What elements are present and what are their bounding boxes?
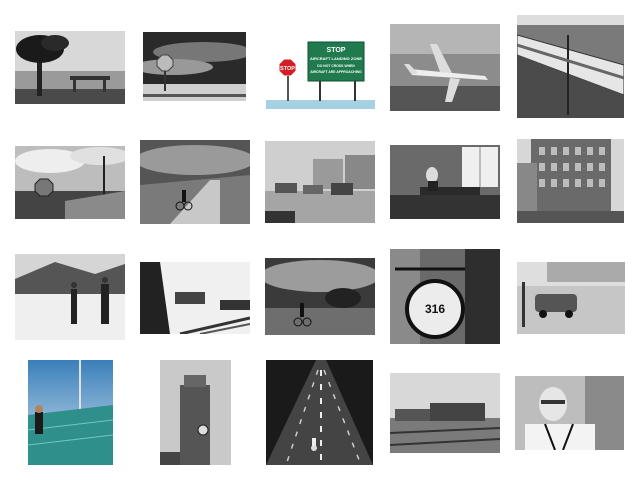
photo-cyclist-night-road[interactable] [266, 360, 373, 465]
aircraft-sign-line1: STOP [327, 47, 346, 54]
aircraft-sign-line3: DO NOT CROSS WHEN [317, 64, 355, 68]
photo-city-building-image [517, 139, 624, 223]
photo-stop-sign-roadside-image [15, 146, 125, 219]
photo-cyclist-wet-road-image [265, 258, 375, 335]
photo-cyclist-dirt-road[interactable] [140, 140, 250, 224]
photo-aircraft-landing-zone-sign[interactable]: STOP STOP AIRCRAFT LANDING ZONE DO NOT C… [266, 40, 375, 109]
photo-vintage-car-image [517, 262, 625, 334]
photo-church-tower[interactable] [160, 360, 231, 465]
aircraft-sign-line2: AIRCRAFT LANDING ZONE [310, 56, 362, 61]
photo-vintage-car-corner[interactable] [517, 262, 625, 334]
clock-face-numeral: 316 [425, 302, 445, 316]
photo-office-desk-image [390, 145, 500, 219]
photo-church-tower-image [160, 360, 231, 465]
photo-hanging-clock-image: 316 [390, 249, 500, 344]
photo-office-desk[interactable] [390, 145, 500, 219]
photo-train-field-image [517, 15, 624, 118]
photo-airplane-aerial[interactable] [390, 24, 500, 111]
photo-hanging-clock[interactable]: 316 [390, 249, 500, 344]
photo-elderly-man[interactable] [515, 376, 624, 450]
photo-cyclist-wet-road[interactable] [265, 258, 375, 335]
photo-stop-sign-cloudy[interactable] [143, 32, 246, 101]
photo-cyclist-night-image [266, 360, 373, 465]
photo-steam-train[interactable] [140, 262, 250, 334]
photo-stop-sign-roadside[interactable] [15, 146, 125, 219]
photo-aircraft-sign-image: STOP STOP AIRCRAFT LANDING ZONE DO NOT C… [266, 40, 375, 109]
photo-train-field[interactable] [517, 15, 624, 118]
stop-sign-small-text: STOP [280, 66, 295, 72]
photo-steam-train-image [140, 262, 250, 334]
photo-train-yard[interactable] [390, 373, 500, 453]
photo-city-building[interactable] [517, 139, 624, 223]
photo-cyclist-dirt-road-image [140, 140, 250, 224]
photo-beach-palm-tree-image [15, 31, 125, 104]
aircraft-sign-line4: AIRCRAFT ARE APPROACHING [310, 70, 362, 74]
photo-beach-palm-tree[interactable] [15, 31, 125, 104]
photo-vintage-street-image [265, 141, 375, 223]
photo-airplane-image [390, 24, 500, 111]
photo-snowy-village[interactable] [15, 254, 125, 340]
photo-train-yard-image [390, 373, 500, 453]
photo-vintage-street-cars[interactable] [265, 141, 375, 223]
photo-snowy-village-image [15, 254, 125, 340]
photo-skateboarder-bridge[interactable] [28, 360, 113, 465]
photo-skateboarder-image [28, 360, 113, 465]
photo-stop-sign-cloudy-image [143, 32, 246, 101]
photo-elderly-man-image [515, 376, 624, 450]
